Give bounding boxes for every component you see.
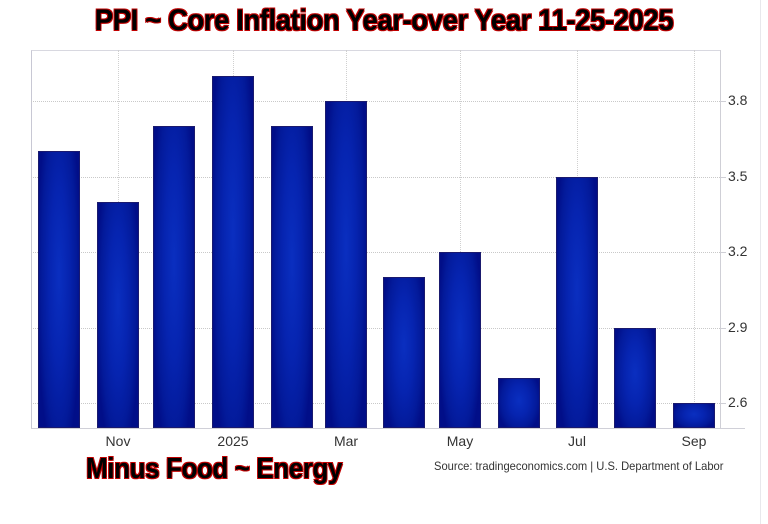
x-tick-label: Nov bbox=[105, 433, 131, 449]
source-note: Source: tradingeconomics.com | U.S. Depa… bbox=[434, 459, 724, 473]
y-tick bbox=[720, 177, 726, 178]
h-gridline bbox=[31, 252, 720, 253]
v-gridline bbox=[694, 50, 695, 428]
y-tick-label: 2.6 bbox=[728, 394, 748, 410]
bar-apr-2025 bbox=[383, 277, 425, 428]
y-tick-label: 2.9 bbox=[728, 319, 748, 335]
bar-jul-2025 bbox=[556, 177, 598, 428]
y-tick bbox=[720, 403, 726, 404]
chart-title: PPI ~ Core Inflation Year-over Year 11-2… bbox=[94, 4, 674, 37]
bar-nov-2024 bbox=[97, 202, 139, 428]
h-gridline bbox=[31, 403, 720, 404]
bar-may-2025 bbox=[439, 252, 481, 428]
x-tick-label: May bbox=[446, 433, 474, 449]
x-tick-label: Mar bbox=[333, 433, 359, 449]
plot-area bbox=[31, 50, 721, 429]
bar-jun-2025 bbox=[498, 378, 540, 428]
bar-jan-2025 bbox=[212, 76, 254, 428]
y-tick-label: 3.5 bbox=[728, 168, 748, 184]
bar-aug-2025 bbox=[614, 328, 656, 428]
bar-dec-2024 bbox=[153, 126, 195, 428]
bar-mar-2025 bbox=[325, 101, 367, 428]
x-axis-line bbox=[31, 428, 745, 429]
x-tick-label: Sep bbox=[681, 433, 707, 449]
x-tick-label: 2025 bbox=[217, 433, 249, 449]
bar-feb-2025 bbox=[271, 126, 313, 428]
image-edge bbox=[760, 0, 761, 524]
h-gridline bbox=[31, 328, 720, 329]
bar-oct-2024 bbox=[38, 151, 80, 428]
y-tick-label: 3.8 bbox=[728, 92, 748, 108]
h-gridline bbox=[31, 101, 720, 102]
y-tick bbox=[720, 328, 726, 329]
y-tick-label: 3.2 bbox=[728, 243, 748, 259]
h-gridline bbox=[31, 177, 720, 178]
y-axis-line bbox=[720, 50, 721, 428]
x-tick-label: Jul bbox=[568, 433, 586, 449]
y-tick bbox=[720, 101, 726, 102]
bar-sep-2025 bbox=[673, 403, 715, 428]
v-gridline bbox=[460, 50, 461, 428]
chart-subtitle: Minus Food ~ Energy bbox=[86, 453, 343, 485]
y-tick bbox=[720, 252, 726, 253]
